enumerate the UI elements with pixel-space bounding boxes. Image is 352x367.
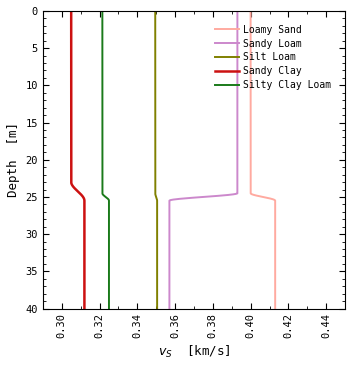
Loamy Sand xyxy=(249,153,253,158)
Loamy Sand xyxy=(249,24,253,28)
Silty Clay Loam xyxy=(100,153,105,158)
Sandy Loam xyxy=(167,306,171,311)
Silt Loam xyxy=(153,24,157,28)
Line: Silty Clay Loam: Silty Clay Loam xyxy=(102,11,109,309)
Loamy Sand xyxy=(273,243,277,247)
Sandy Clay xyxy=(69,9,73,13)
Silty Clay Loam xyxy=(107,243,111,247)
Sandy Clay xyxy=(69,24,73,28)
Silt Loam xyxy=(153,9,157,13)
Silty Clay Loam xyxy=(107,298,111,302)
Silt Loam xyxy=(155,298,159,302)
Silt Loam xyxy=(153,146,157,150)
Silt Loam xyxy=(153,153,157,158)
X-axis label: $v_S$  [km/s]: $v_S$ [km/s] xyxy=(158,344,230,360)
Line: Sandy Clay: Sandy Clay xyxy=(71,11,84,309)
Sandy Loam xyxy=(167,243,171,247)
Silt Loam xyxy=(155,298,159,302)
Line: Silt Loam: Silt Loam xyxy=(155,11,157,309)
Silt Loam xyxy=(155,243,159,247)
Silt Loam xyxy=(155,306,159,311)
Sandy Clay xyxy=(82,298,87,302)
Silty Clay Loam xyxy=(107,306,111,311)
Loamy Sand xyxy=(273,306,277,311)
Line: Sandy Loam: Sandy Loam xyxy=(169,11,237,309)
Sandy Loam xyxy=(167,298,171,302)
Sandy Loam xyxy=(235,9,239,13)
Silty Clay Loam xyxy=(100,24,105,28)
Loamy Sand xyxy=(273,298,277,302)
Loamy Sand xyxy=(273,298,277,302)
Line: Loamy Sand: Loamy Sand xyxy=(251,11,275,309)
Loamy Sand xyxy=(249,146,253,150)
Sandy Clay xyxy=(82,243,87,247)
Loamy Sand xyxy=(249,9,253,13)
Sandy Clay xyxy=(82,298,87,302)
Sandy Clay xyxy=(69,146,73,150)
Sandy Loam xyxy=(167,298,171,302)
Sandy Loam xyxy=(235,146,239,150)
Legend: Loamy Sand, Sandy Loam, Silt Loam, Sandy Clay, Silty Clay Loam: Loamy Sand, Sandy Loam, Silt Loam, Sandy… xyxy=(212,22,334,93)
Sandy Loam xyxy=(235,153,239,158)
Silty Clay Loam xyxy=(100,9,105,13)
Sandy Clay xyxy=(69,153,73,158)
Silty Clay Loam xyxy=(100,146,105,150)
Silty Clay Loam xyxy=(107,298,111,302)
Y-axis label: Depth  [m]: Depth [m] xyxy=(7,122,20,197)
Sandy Loam xyxy=(235,24,239,28)
Sandy Clay xyxy=(82,306,87,311)
